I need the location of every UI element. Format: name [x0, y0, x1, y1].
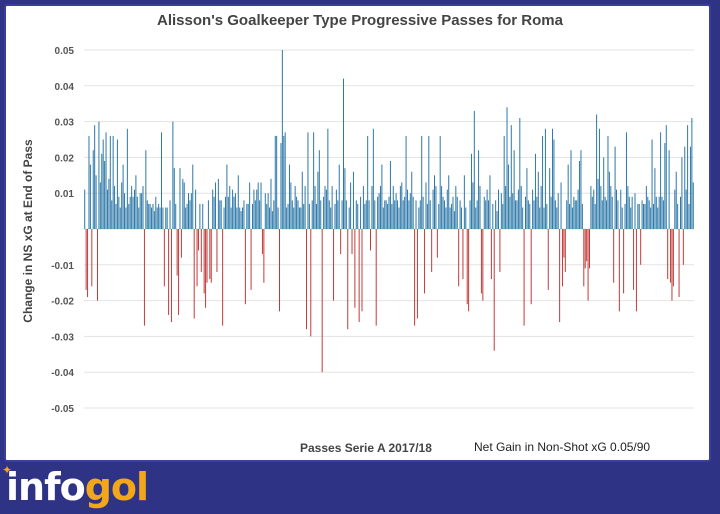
- y-tick-label: 0.04: [55, 82, 75, 93]
- infogol-logo: info gol: [6, 465, 149, 509]
- chart-panel: [4, 4, 711, 462]
- y-tick-label: -0.05: [51, 404, 74, 415]
- logo-text-gol: gol: [84, 465, 149, 509]
- y-tick-label: 0.01: [55, 189, 75, 200]
- y-tick-label: -0.02: [51, 297, 74, 308]
- y-axis-label: Change in NS xG at End of Pass: [21, 139, 35, 323]
- y-tick-label: -0.01: [51, 261, 74, 272]
- logo-star-icon: ✦: [2, 463, 13, 477]
- y-tick-label: -0.03: [51, 332, 74, 343]
- logo-text-info: info: [6, 465, 86, 509]
- net-gain-annotation: Net Gain in Non-Shot xG 0.05/90: [474, 440, 651, 454]
- chart-title: Alisson's Goalkeeper Type Progressive Pa…: [157, 12, 563, 29]
- y-tick-label: 0.05: [55, 46, 75, 57]
- y-tick-label: 0.03: [55, 118, 75, 129]
- y-tick-label: 0.02: [55, 153, 75, 164]
- x-axis-label: Passes Serie A 2017/18: [300, 441, 432, 455]
- y-tick-label: -0.04: [51, 368, 74, 379]
